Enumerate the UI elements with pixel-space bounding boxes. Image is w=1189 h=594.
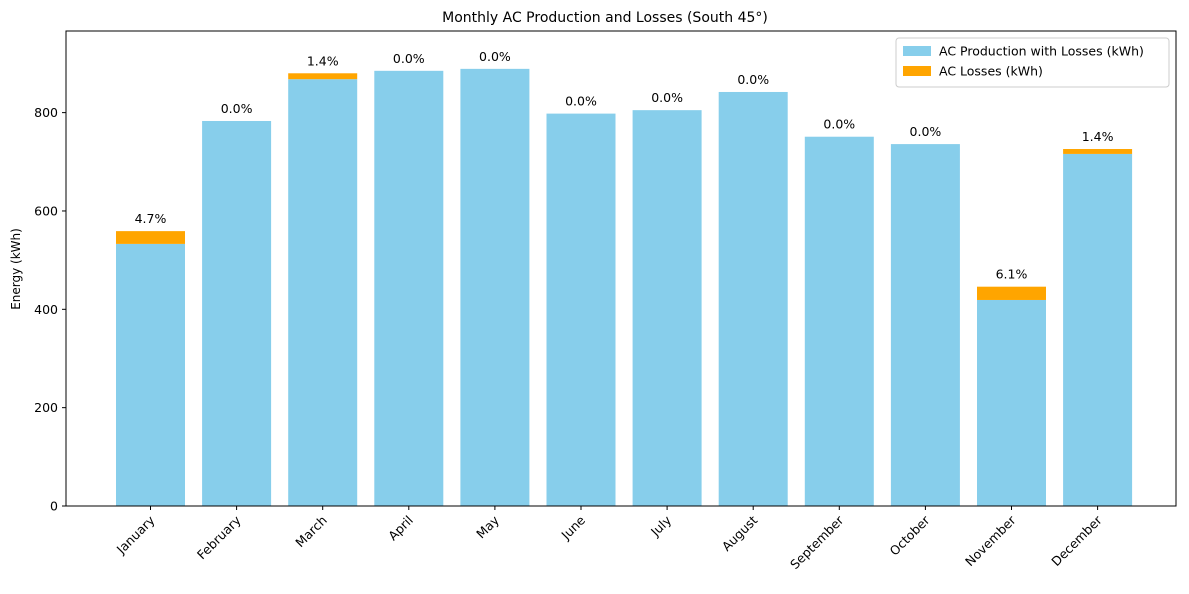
bar-losses-november: [977, 286, 1046, 300]
y-tick-label: 200: [34, 400, 58, 415]
y-tick-label: 0: [50, 499, 58, 514]
data-label-december: 1.4%: [1082, 129, 1114, 144]
bar-production-december: [1063, 153, 1133, 506]
bar-losses-january: [116, 231, 185, 244]
legend-swatch-1: [903, 66, 931, 76]
legend-swatch-0: [903, 46, 931, 56]
bar-production-april: [374, 70, 444, 506]
x-tick-label-march: March: [292, 513, 330, 551]
legend-label-1: AC Losses (kWh): [939, 64, 1043, 79]
bars-layer: [116, 68, 1133, 507]
bar-production-january: [116, 243, 185, 507]
bar-production-june: [546, 113, 616, 506]
bar-production-october: [890, 144, 960, 506]
data-label-august: 0.0%: [737, 72, 769, 87]
bar-production-august: [718, 91, 788, 506]
y-tick-label: 400: [34, 302, 58, 317]
bar-production-may: [460, 68, 530, 507]
x-tick-label-december: December: [1048, 512, 1105, 569]
data-label-january: 4.7%: [135, 211, 167, 226]
y-tick-label: 600: [34, 203, 58, 218]
x-tick-label-april: April: [385, 513, 416, 544]
bar-losses-march: [288, 73, 358, 80]
data-label-april: 0.0%: [393, 51, 425, 66]
x-tick-label-january: January: [113, 512, 158, 557]
data-labels-layer: 4.7% 0.0% 1.4% 0.0% 0.0% 0.0% 0.0% 0.0% 0.0% 0.0%…: [135, 49, 1114, 282]
y-tick-label: 800: [34, 105, 58, 120]
x-tick-label-september: September: [787, 512, 847, 572]
legend-label-0: AC Production with Losses (kWh): [939, 44, 1144, 59]
legend: AC Production with Losses (kWh) AC Losses…: [895, 37, 1170, 88]
plot-frame: [65, 30, 1177, 507]
data-label-september: 0.0%: [823, 117, 855, 132]
y-axis-label: Energy (kWh): [9, 228, 23, 310]
data-label-may: 0.0%: [479, 49, 511, 64]
chart-title: Monthly AC Production and Losses (South …: [442, 10, 768, 26]
x-tick-label-october: October: [887, 512, 934, 559]
x-tick-label-july: July: [647, 512, 675, 540]
bar-production-july: [632, 110, 702, 507]
x-tick-label-june: June: [558, 512, 589, 543]
data-label-june: 0.0%: [565, 94, 597, 109]
x-tick-label-november: November: [962, 512, 1019, 569]
data-label-february: 0.0%: [221, 101, 253, 116]
data-label-october: 0.0%: [910, 124, 942, 139]
data-label-november: 6.1%: [996, 267, 1028, 282]
data-label-july: 0.0%: [651, 90, 683, 105]
x-tick-label-august: August: [719, 512, 761, 554]
x-tick-label-may: May: [473, 512, 502, 541]
bar-losses-december: [1063, 149, 1133, 154]
legend-box: [895, 37, 1170, 88]
data-label-march: 1.4%: [307, 53, 339, 68]
x-tick-label-february: February: [194, 512, 244, 562]
bar-production-november: [977, 299, 1046, 506]
bar-production-february: [202, 120, 272, 507]
bar-production-march: [288, 79, 358, 506]
bar-production-september: [804, 136, 874, 506]
